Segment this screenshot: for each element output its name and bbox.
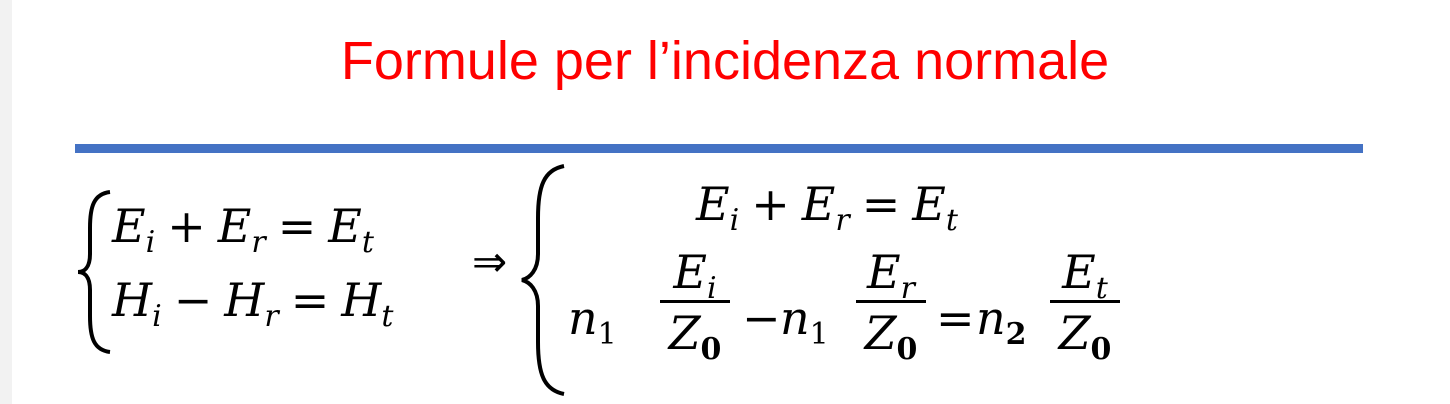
title-underline [75,144,1363,153]
fraction-Er-over-Z0: Er Z0 [856,246,926,367]
fraction-Ei-over-Z0: Ei Z0 [660,246,730,367]
fraction-Et-over-Z0: Et Z0 [1050,246,1120,367]
equals-operator: = [936,291,975,345]
coefficient-n1-first: n1 [568,291,617,352]
implies-arrow: ⇒ [472,237,508,286]
left-brace [77,190,111,354]
slide-title: Formule per l’incidenza normale [340,31,1110,91]
coefficient-n2: n2 [976,291,1027,352]
left-equation-1: Ei + Er = Et [112,199,374,260]
right-equation-1: Ei + Er = Et [696,177,958,238]
minus-operator: − [742,291,781,345]
slide-left-edge [0,0,12,404]
coefficient-n1-second: n1 [780,291,829,352]
right-brace [521,164,565,396]
left-equation-2: Hi − Hr = Ht [112,273,394,334]
